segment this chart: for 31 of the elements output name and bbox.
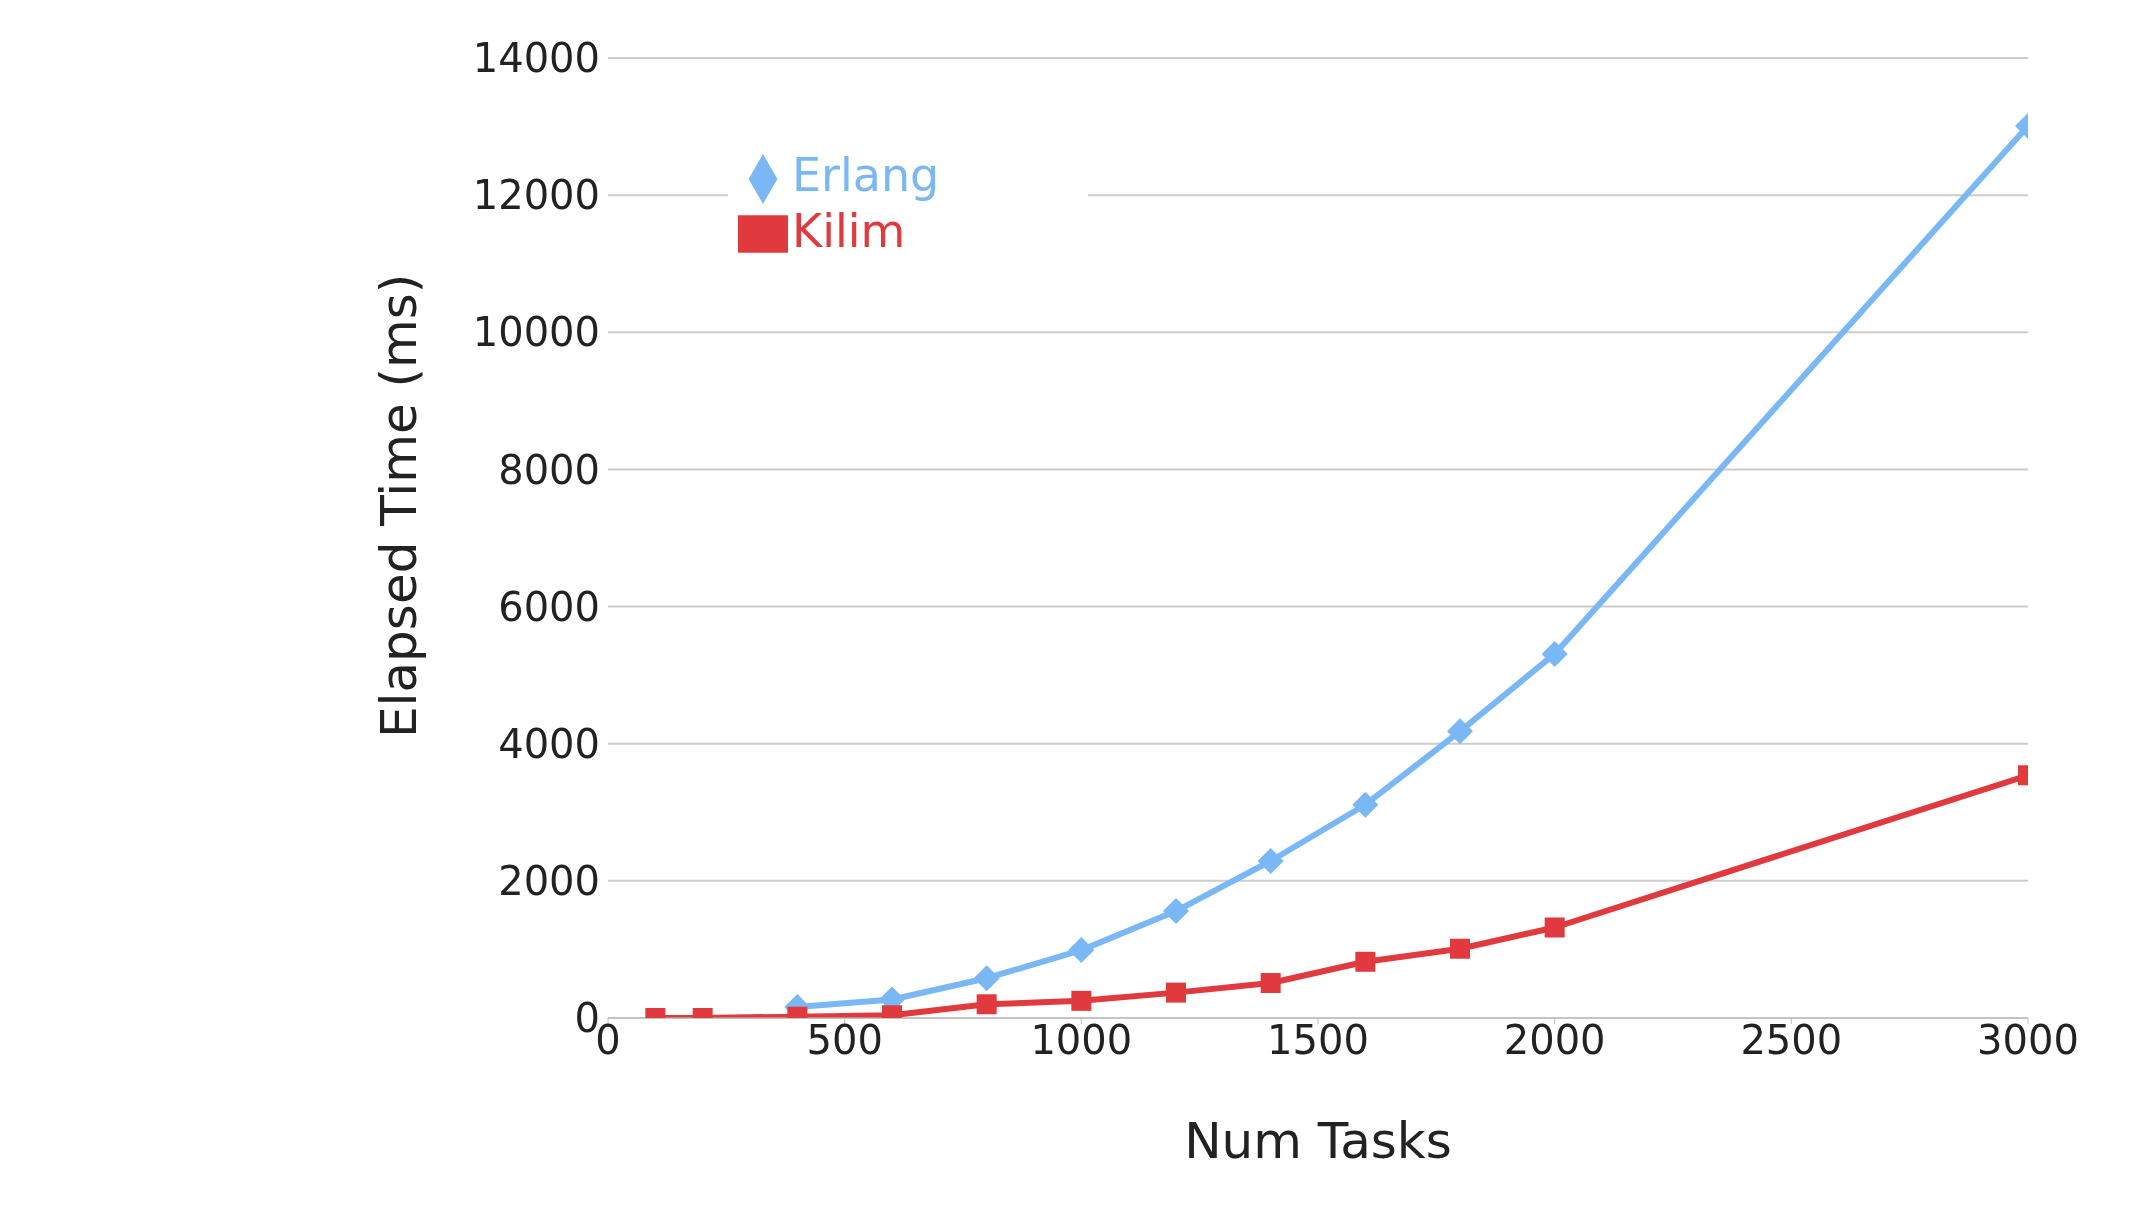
point: [1163, 898, 1189, 925]
point: [1355, 951, 1376, 972]
y-tick-label: 8000: [498, 446, 600, 493]
point: [1447, 718, 1473, 745]
point: [1352, 791, 1379, 818]
point: [1068, 937, 1095, 964]
y-tick-label: 6000: [498, 583, 600, 630]
point: [1541, 640, 1568, 667]
x-tick-label: 1000: [1030, 1017, 1133, 1064]
y-tick-label: 12000: [472, 172, 600, 219]
point: [1166, 982, 1186, 1003]
legend-label: Erlang: [792, 148, 940, 202]
y-tick-label: 10000: [472, 309, 600, 356]
x-tick-label: 2500: [1740, 1017, 1843, 1064]
x-tick-label: 2000: [1503, 1017, 1606, 1064]
x-tick-label: 3000: [1977, 1017, 2079, 1064]
point: [1450, 938, 1470, 959]
x-axis-title: Num Tasks: [1184, 1112, 1452, 1170]
y-tick-label: 4000: [498, 720, 600, 767]
point: [973, 965, 1000, 992]
point: [1260, 973, 1281, 994]
point: [1257, 847, 1284, 874]
legend-label: Kilim: [792, 203, 906, 258]
point: [1544, 917, 1565, 938]
x-tick-label: 500: [806, 1017, 883, 1064]
x-tick-label: 1500: [1267, 1017, 1369, 1064]
point: [1071, 990, 1092, 1011]
y-tick-label: 14000: [472, 35, 600, 82]
y-axis-title: Elapsed Time (ms): [369, 273, 428, 738]
y-tick-label: 2000: [498, 858, 600, 905]
point: [976, 994, 997, 1015]
